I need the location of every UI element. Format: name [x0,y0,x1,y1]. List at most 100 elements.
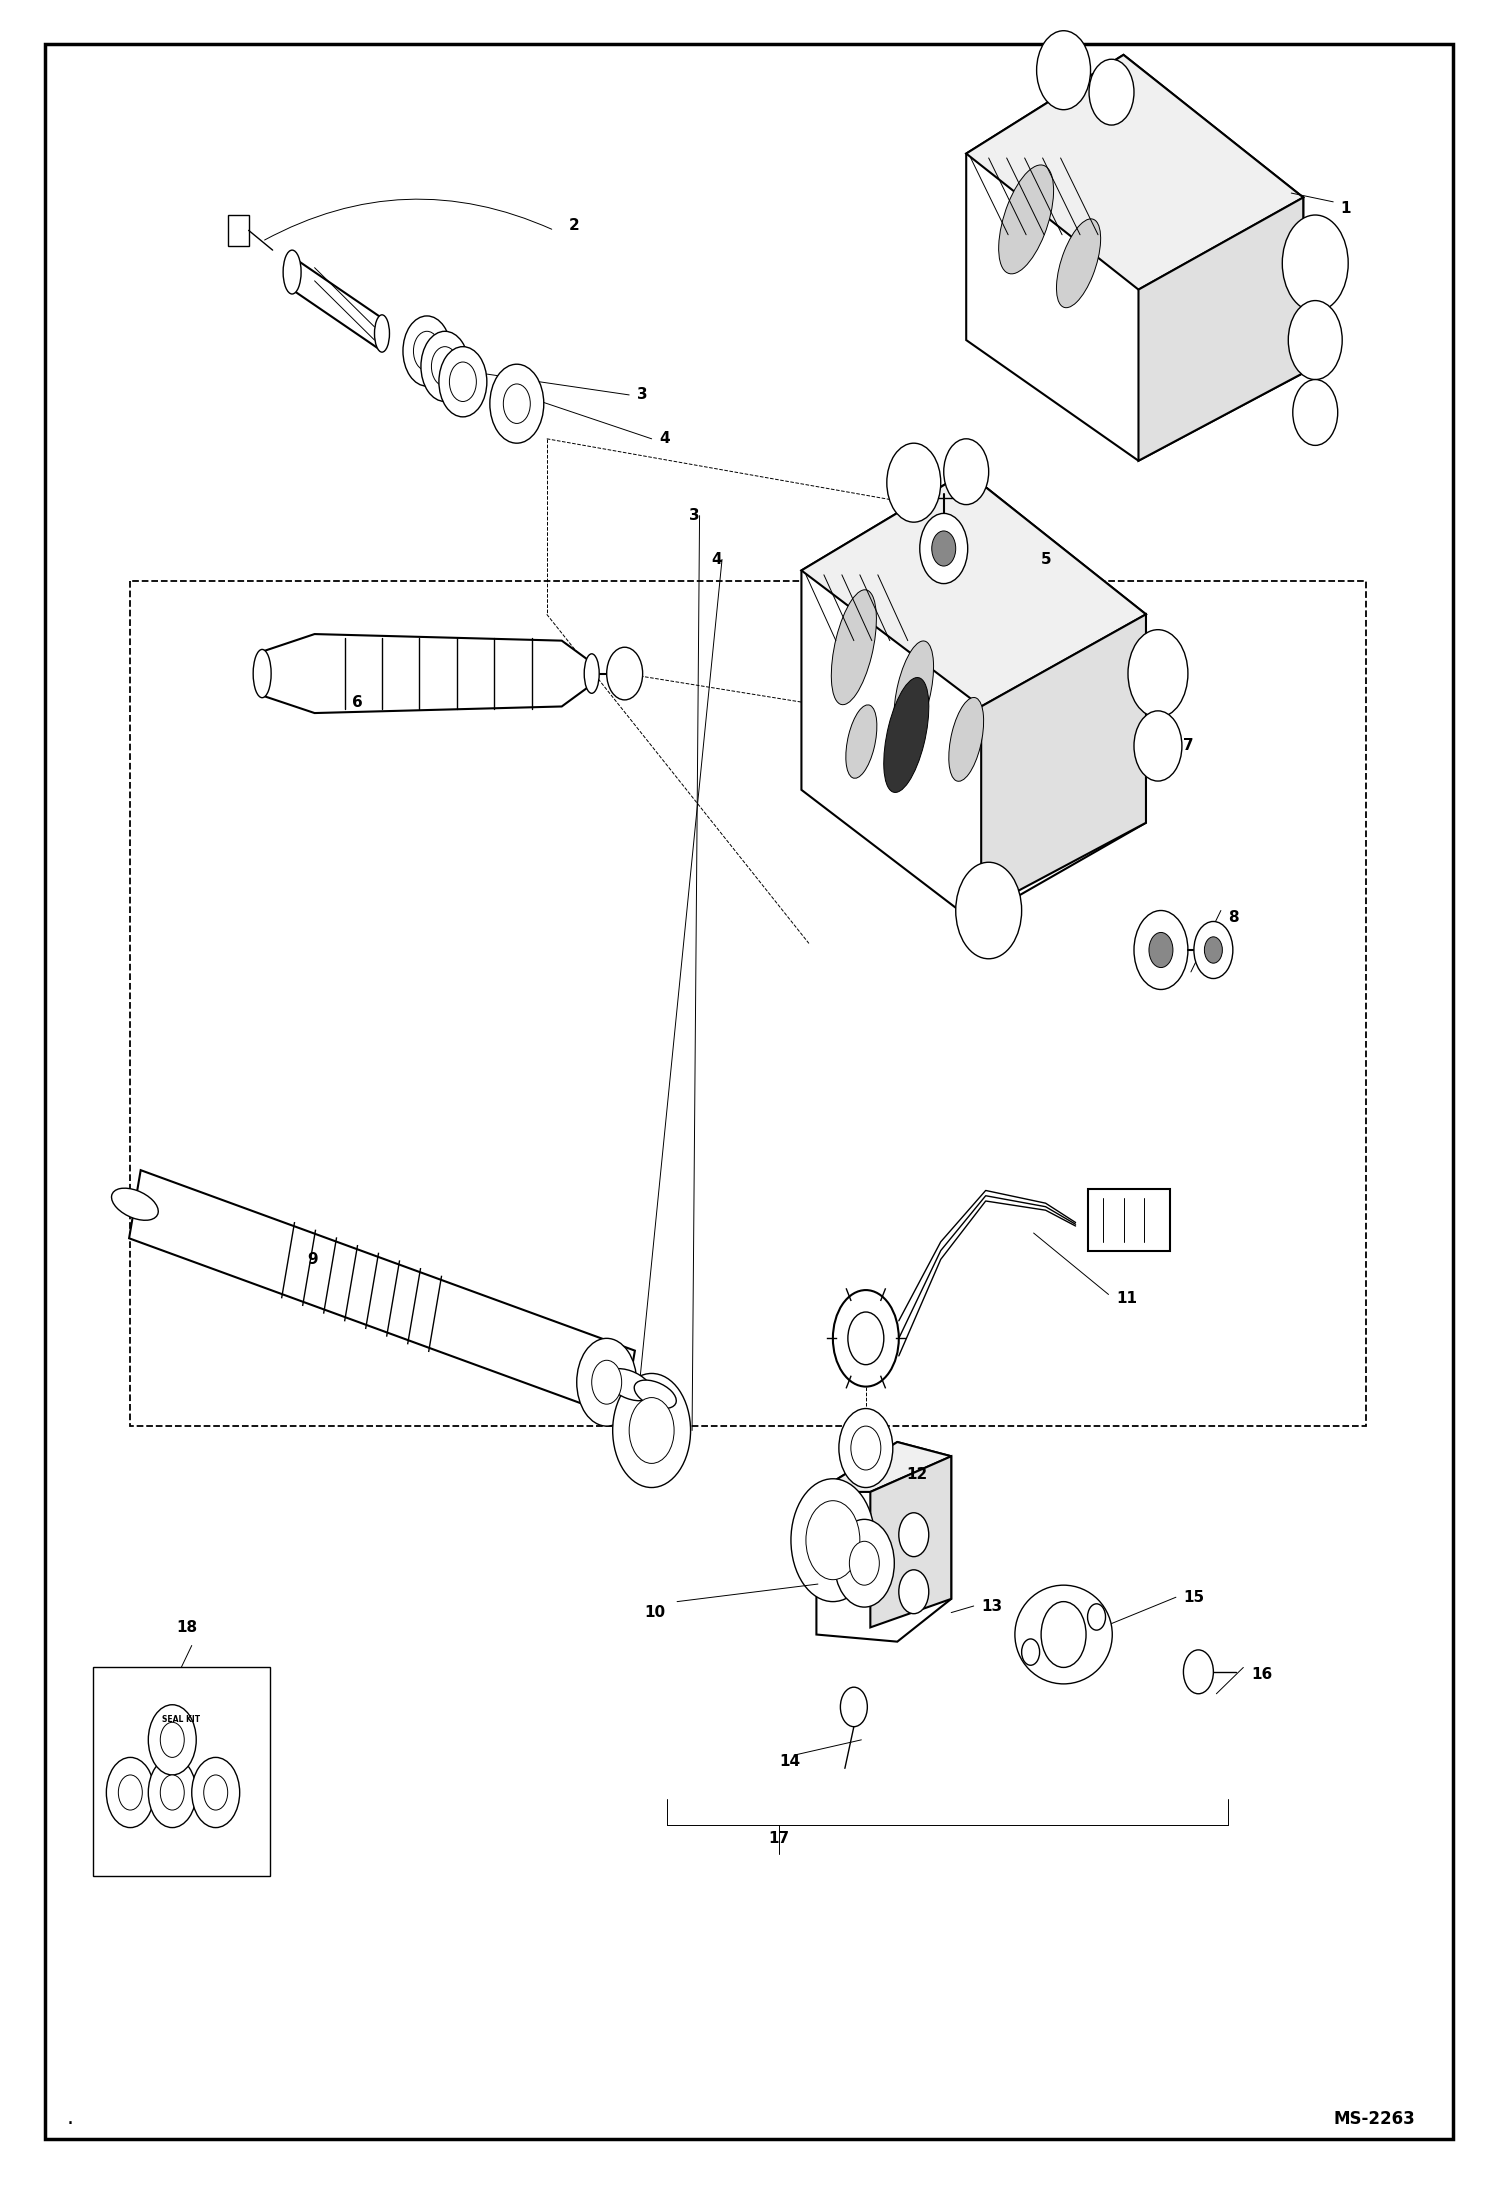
Circle shape [932,531,956,566]
Polygon shape [801,472,1146,706]
Circle shape [1128,630,1188,717]
Text: ·: · [67,2113,73,2135]
Circle shape [629,1398,674,1463]
Circle shape [160,1775,184,1810]
Polygon shape [129,1169,635,1420]
Polygon shape [1138,197,1303,461]
Circle shape [899,1514,929,1558]
Polygon shape [801,472,1146,921]
Circle shape [1183,1650,1213,1694]
Text: 1: 1 [1341,202,1351,215]
Text: 5: 5 [1041,553,1052,566]
Ellipse shape [605,1369,653,1400]
Circle shape [413,331,440,371]
Circle shape [490,364,544,443]
Polygon shape [262,634,592,713]
Circle shape [851,1426,881,1470]
Circle shape [613,1373,691,1488]
Ellipse shape [948,698,984,781]
Ellipse shape [634,1380,676,1409]
Circle shape [449,362,476,402]
Ellipse shape [253,649,271,698]
Ellipse shape [831,590,876,704]
Polygon shape [981,614,1146,911]
Circle shape [106,1757,154,1828]
Circle shape [192,1757,240,1828]
Circle shape [503,384,530,423]
Circle shape [1288,301,1342,380]
Text: 3: 3 [689,509,700,522]
Circle shape [849,1540,879,1584]
Circle shape [1282,215,1348,312]
Text: 12: 12 [906,1468,927,1481]
Text: 3: 3 [637,388,647,402]
Text: SEAL KIT: SEAL KIT [162,1716,201,1724]
Circle shape [607,647,643,700]
Text: 13: 13 [981,1599,1002,1613]
Circle shape [1134,711,1182,781]
Circle shape [1041,1602,1086,1667]
Text: 17: 17 [768,1832,789,1845]
Circle shape [806,1501,860,1580]
Polygon shape [966,55,1303,290]
Text: 7: 7 [1183,739,1194,753]
Text: 15: 15 [1183,1591,1204,1604]
Bar [228,215,249,246]
Circle shape [956,862,1022,959]
Text: 18: 18 [177,1621,198,1635]
Circle shape [1134,911,1188,989]
Ellipse shape [374,314,389,353]
Ellipse shape [283,250,301,294]
Circle shape [944,439,989,505]
Circle shape [118,1775,142,1810]
Polygon shape [870,1457,951,1628]
Text: 10: 10 [644,1606,665,1619]
Circle shape [403,316,451,386]
Circle shape [160,1722,184,1757]
Ellipse shape [1056,219,1101,307]
Circle shape [439,347,487,417]
Ellipse shape [584,654,599,693]
Circle shape [1194,921,1233,979]
Ellipse shape [846,704,876,779]
Text: 4: 4 [659,432,670,445]
Circle shape [791,1479,875,1602]
Circle shape [887,443,941,522]
Circle shape [1088,1604,1106,1630]
Text: 11: 11 [1116,1292,1137,1305]
Circle shape [839,1409,893,1488]
Ellipse shape [894,641,933,742]
Text: 8: 8 [1228,911,1239,924]
Polygon shape [816,1441,951,1492]
Circle shape [848,1312,884,1365]
Ellipse shape [884,678,929,792]
Circle shape [899,1571,929,1615]
Text: 16: 16 [1251,1667,1272,1681]
Ellipse shape [999,165,1053,274]
Circle shape [148,1705,196,1775]
Polygon shape [966,55,1303,461]
Circle shape [148,1757,196,1828]
Text: 14: 14 [779,1755,800,1768]
Text: 4: 4 [712,553,722,566]
Bar [93,1667,270,1876]
Text: 2: 2 [569,219,580,233]
Circle shape [920,513,968,584]
Circle shape [1089,59,1134,125]
Text: 6: 6 [352,695,363,709]
Circle shape [840,1687,867,1727]
Circle shape [431,347,458,386]
Polygon shape [1088,1189,1170,1251]
Circle shape [1149,932,1173,968]
Polygon shape [816,1441,951,1641]
Circle shape [1037,31,1091,110]
Polygon shape [292,257,382,351]
Ellipse shape [1016,1584,1112,1685]
Circle shape [834,1518,894,1606]
Circle shape [204,1775,228,1810]
Text: 9: 9 [307,1253,318,1266]
Circle shape [833,1290,899,1387]
Circle shape [577,1338,637,1426]
Circle shape [421,331,469,402]
Circle shape [1293,380,1338,445]
